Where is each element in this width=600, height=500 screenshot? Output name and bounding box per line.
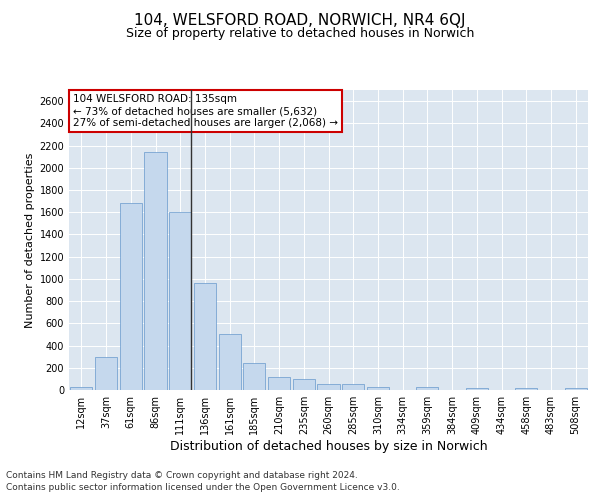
Bar: [367, 386, 389, 390]
Bar: [169, 212, 191, 390]
Text: 104, WELSFORD ROAD, NORWICH, NR4 6QJ: 104, WELSFORD ROAD, NORWICH, NR4 6QJ: [134, 12, 466, 28]
Bar: [95, 356, 117, 390]
Bar: [70, 387, 92, 390]
Bar: [515, 388, 538, 390]
Bar: [416, 386, 439, 390]
X-axis label: Distribution of detached houses by size in Norwich: Distribution of detached houses by size …: [170, 440, 487, 453]
Text: Size of property relative to detached houses in Norwich: Size of property relative to detached ho…: [126, 28, 474, 40]
Bar: [218, 334, 241, 390]
Bar: [317, 384, 340, 390]
Bar: [342, 384, 364, 390]
Bar: [293, 379, 315, 390]
Text: 104 WELSFORD ROAD: 135sqm
← 73% of detached houses are smaller (5,632)
27% of se: 104 WELSFORD ROAD: 135sqm ← 73% of detac…: [73, 94, 338, 128]
Bar: [565, 388, 587, 390]
Bar: [194, 284, 216, 390]
Text: Contains public sector information licensed under the Open Government Licence v3: Contains public sector information licen…: [6, 484, 400, 492]
Bar: [145, 152, 167, 390]
Bar: [466, 388, 488, 390]
Bar: [268, 376, 290, 390]
Text: Contains HM Land Registry data © Crown copyright and database right 2024.: Contains HM Land Registry data © Crown c…: [6, 471, 358, 480]
Bar: [119, 204, 142, 390]
Y-axis label: Number of detached properties: Number of detached properties: [25, 152, 35, 328]
Bar: [243, 364, 265, 390]
